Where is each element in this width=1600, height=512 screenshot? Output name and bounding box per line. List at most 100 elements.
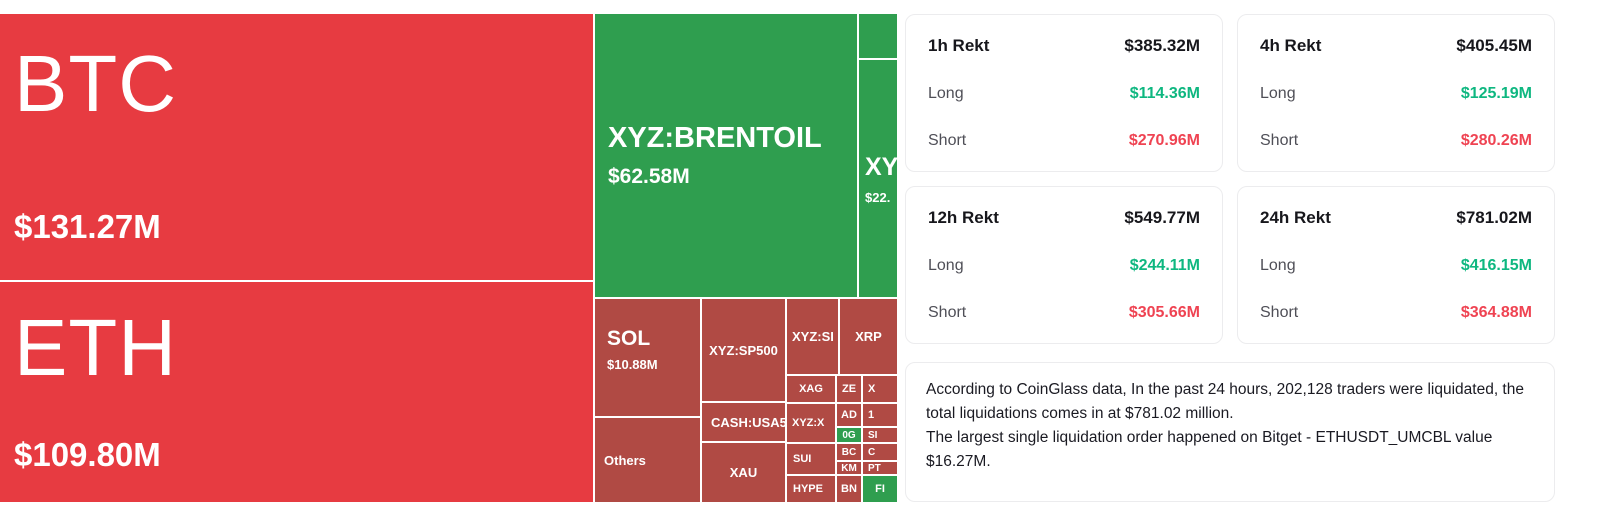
cell-symbol: X: [868, 383, 876, 395]
short-label: Short: [928, 132, 967, 149]
cell-symbol: 1: [868, 409, 875, 421]
stat-row-total: 24h Rekt $781.02M: [1260, 208, 1532, 228]
treemap-cell-bc[interactable]: BC: [837, 444, 861, 460]
cell-symbol: XY: [865, 152, 897, 181]
cell-symbol: SI: [868, 429, 878, 441]
long-value: $114.36M: [1129, 85, 1200, 102]
rekt-card-24h: 24h Rekt $781.02M Long $416.15M Short $3…: [1237, 186, 1555, 344]
treemap-cell-sp500[interactable]: XYZ:SP500: [702, 299, 785, 401]
treemap-cell-eth[interactable]: ETH $109.80M: [0, 282, 593, 502]
stat-period-label: 24h Rekt: [1260, 208, 1331, 227]
stat-row-total: 12h Rekt $549.77M: [928, 208, 1200, 228]
stat-row-short: Short $364.88M: [1260, 304, 1532, 322]
cell-symbol: SUI: [793, 453, 812, 465]
summary-line-2: The largest single liquidation order hap…: [926, 429, 1493, 471]
treemap-cell-ze[interactable]: ZE: [837, 376, 861, 402]
long-label: Long: [1260, 85, 1296, 102]
stat-total-value: $781.02M: [1456, 208, 1532, 227]
stat-row-short: Short $280.26M: [1260, 132, 1532, 150]
cell-symbol: BTC: [14, 39, 177, 128]
short-value: $364.88M: [1460, 304, 1532, 321]
treemap-cell-x[interactable]: X: [863, 376, 897, 402]
stat-period-label: 12h Rekt: [928, 208, 999, 227]
treemap-cell-0g[interactable]: 0G: [837, 428, 861, 442]
stat-row-short: Short $305.66M: [928, 304, 1200, 322]
treemap-cell-unlabeled[interactable]: [859, 14, 897, 58]
cell-value: $131.27M: [14, 208, 161, 245]
stat-row-long: Long $416.15M: [1260, 257, 1532, 275]
stat-row-total: 4h Rekt $405.45M: [1260, 36, 1532, 56]
treemap-cell-sol[interactable]: SOL $10.88M: [595, 299, 700, 416]
stat-period-label: 4h Rekt: [1260, 36, 1322, 55]
cell-symbol: XAG: [799, 383, 823, 395]
cell-value: $62.58M: [608, 165, 690, 188]
cell-value: $109.80M: [14, 436, 161, 473]
treemap-cell-xyz-x[interactable]: XYZ:X: [787, 404, 835, 442]
short-value: $270.96M: [1128, 132, 1200, 149]
stat-row-short: Short $270.96M: [928, 132, 1200, 150]
treemap-cell-c[interactable]: C: [863, 444, 897, 460]
liquidation-summary-panel: According to CoinGlass data, In the past…: [905, 362, 1555, 502]
stat-period-label: 1h Rekt: [928, 36, 990, 55]
cell-symbol: XYZ:SP500: [709, 342, 778, 358]
long-label: Long: [928, 85, 964, 102]
treemap-cell-xy[interactable]: XY $22.: [859, 60, 897, 297]
long-label: Long: [1260, 257, 1296, 274]
treemap-cell-1[interactable]: 1: [863, 404, 897, 426]
short-value: $305.66M: [1128, 304, 1200, 321]
treemap-cell-si[interactable]: SI: [863, 428, 897, 442]
stat-row-long: Long $244.11M: [928, 257, 1200, 275]
cell-symbol: XYZ:SI: [792, 329, 834, 344]
rekt-card-4h: 4h Rekt $405.45M Long $125.19M Short $28…: [1237, 14, 1555, 172]
treemap-cell-fi[interactable]: FI: [863, 476, 897, 502]
treemap-cell-xrp[interactable]: XRP: [840, 299, 897, 374]
cell-symbol: 0G: [842, 429, 856, 441]
treemap-cell-hype[interactable]: HYPE: [787, 476, 835, 502]
cell-symbol: HYPE: [793, 483, 823, 495]
stat-row-total: 1h Rekt $385.32M: [928, 36, 1200, 56]
cell-value: $10.88M: [607, 357, 658, 372]
stat-row-long: Long $125.19M: [1260, 85, 1532, 103]
short-label: Short: [1260, 304, 1299, 321]
cell-symbol: ETH: [14, 303, 177, 392]
cell-symbol: XRP: [855, 329, 882, 344]
treemap-cell-ad[interactable]: AD: [837, 404, 861, 426]
stat-total-value: $405.45M: [1456, 36, 1532, 55]
treemap-cell-others[interactable]: Others: [595, 418, 700, 502]
stat-total-value: $549.77M: [1124, 208, 1200, 227]
long-value: $244.11M: [1129, 257, 1200, 274]
cell-symbol: AD: [841, 409, 857, 421]
long-value: $125.19M: [1460, 85, 1532, 102]
cell-symbol: ZE: [841, 383, 857, 395]
cell-symbol: SOL: [607, 327, 651, 350]
treemap-cell-xau[interactable]: XAU: [702, 443, 785, 502]
treemap-cell-xag[interactable]: XAG: [787, 376, 835, 402]
cell-symbol: CASH:USA5: [711, 414, 785, 430]
summary-line-1: According to CoinGlass data, In the past…: [926, 381, 1524, 423]
long-value: $416.15M: [1460, 257, 1532, 274]
treemap-cell-xyz-si[interactable]: XYZ:SI: [787, 299, 838, 374]
stat-total-value: $385.32M: [1124, 36, 1200, 55]
treemap-cell-bn[interactable]: BN: [837, 476, 861, 502]
treemap-cell-pt[interactable]: PT: [863, 462, 897, 474]
cell-symbol: BN: [841, 483, 857, 495]
rekt-card-12h: 12h Rekt $549.77M Long $244.11M Short $3…: [905, 186, 1223, 344]
treemap-cell-km[interactable]: KM: [837, 462, 861, 474]
long-label: Long: [928, 257, 964, 274]
treemap-cell-cash-usa5[interactable]: CASH:USA5: [702, 403, 785, 441]
cell-symbol: BC: [841, 446, 857, 458]
cell-symbol: PT: [868, 462, 881, 474]
treemap-cell-sui[interactable]: SUI: [787, 444, 835, 474]
rekt-card-1h: 1h Rekt $385.32M Long $114.36M Short $27…: [905, 14, 1223, 172]
cell-symbol: FI: [875, 483, 885, 495]
cell-symbol: Others: [604, 452, 646, 468]
short-label: Short: [928, 304, 967, 321]
stat-row-long: Long $114.36M: [928, 85, 1200, 103]
cell-symbol: KM: [841, 462, 857, 474]
cell-value: $22.: [865, 189, 891, 205]
treemap-cell-brentoil[interactable]: XYZ:BRENTOIL $62.58M: [595, 14, 857, 297]
cell-symbol: C: [868, 446, 876, 458]
treemap-cell-btc[interactable]: BTC $131.27M: [0, 14, 593, 280]
short-value: $280.26M: [1460, 132, 1532, 149]
cell-symbol: XYZ:BRENTOIL: [608, 122, 822, 154]
